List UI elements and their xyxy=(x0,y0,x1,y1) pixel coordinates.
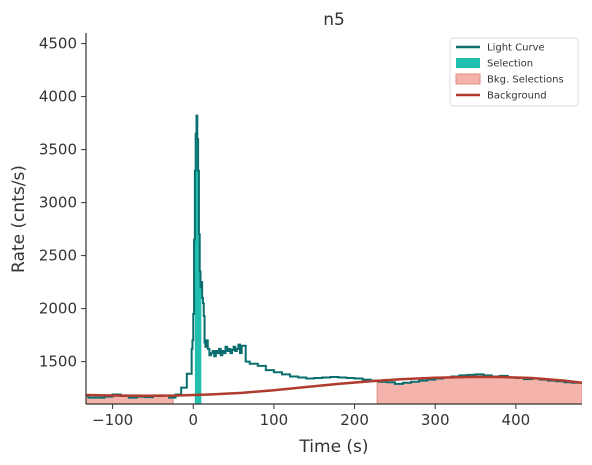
legend: Light Curve Selection Bkg. Selections Backg… xyxy=(449,37,579,107)
legend-entry-label: Selection xyxy=(487,59,533,70)
x-axis-label: Time (s) xyxy=(298,437,368,457)
x-tick-label: 100 xyxy=(260,411,289,429)
y-tick-label: 3500 xyxy=(39,141,77,159)
y-tick-label: 2000 xyxy=(39,300,77,318)
legend-patch-swatch xyxy=(456,58,480,68)
y-tick-label: 1500 xyxy=(39,353,77,371)
x-tick-label: 400 xyxy=(502,411,531,429)
source-selection-region xyxy=(194,115,202,404)
y-axis-label: Rate (cnts/s) xyxy=(9,165,29,273)
x-tick-label: 200 xyxy=(340,411,369,429)
x-tick-label: 300 xyxy=(421,411,450,429)
legend-entry-label: Bkg. Selections xyxy=(487,75,564,86)
light-curve-series xyxy=(86,114,582,399)
y-tick-label: 4500 xyxy=(39,35,77,53)
legend-entry-label: Light Curve xyxy=(487,43,545,54)
x-tick-label: 0 xyxy=(188,411,198,429)
plot-area: −100 0 100 200 300 400 1500 2000 2500 3000 3500 400… xyxy=(39,33,582,429)
legend-box xyxy=(449,37,579,107)
y-tick-label: 3000 xyxy=(39,194,77,212)
chart-title: n5 xyxy=(323,10,345,30)
legend-entry-label: Background xyxy=(487,91,547,102)
background-series xyxy=(86,375,582,397)
x-tick-label: −100 xyxy=(92,411,133,429)
legend-patch-swatch xyxy=(455,73,481,85)
y-tick-label: 2500 xyxy=(39,247,77,265)
y-tick-label: 4000 xyxy=(39,88,77,106)
